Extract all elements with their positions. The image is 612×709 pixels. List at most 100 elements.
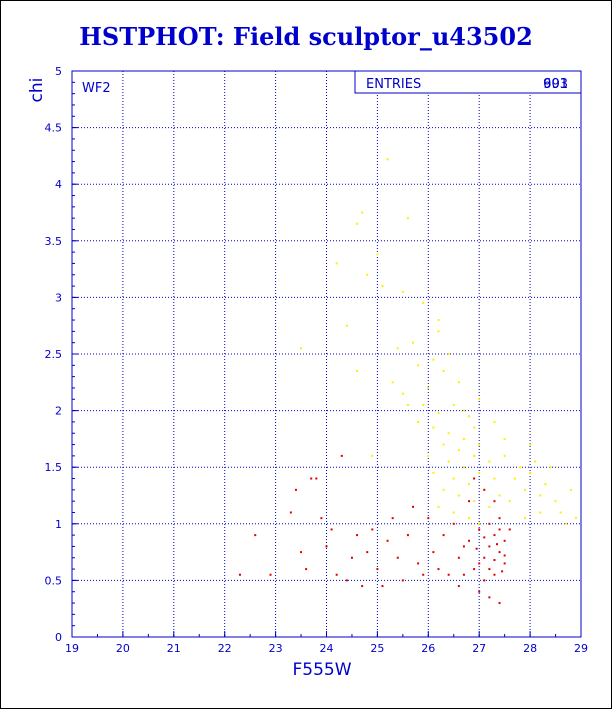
- scatter-point: [437, 319, 440, 322]
- scatter-point: [361, 211, 364, 214]
- scatter-point: [503, 554, 506, 557]
- scatter-point: [391, 381, 394, 384]
- scatter-point: [437, 505, 440, 508]
- scatter-point: [452, 477, 455, 480]
- x-tick-label: 19: [65, 642, 79, 655]
- scatter-point: [427, 517, 430, 520]
- scatter-point: [539, 511, 542, 514]
- chart-title: HSTPHOT: Field sculptor_u43502: [79, 22, 533, 51]
- scatter-point: [498, 551, 501, 554]
- x-tick-label: 22: [218, 642, 232, 655]
- scatter-point: [493, 573, 496, 576]
- scatter-point: [462, 409, 465, 412]
- scatter-point: [524, 517, 527, 520]
- x-tick-label: 28: [523, 642, 537, 655]
- scatter-point: [325, 545, 328, 548]
- scatter-point: [462, 545, 465, 548]
- scatter-point: [406, 534, 409, 537]
- scatter-point: [437, 568, 440, 571]
- scatter-point: [498, 494, 501, 497]
- scatter-point: [513, 477, 516, 480]
- scatter-point: [457, 585, 460, 588]
- scatter-point: [478, 443, 481, 446]
- y-tick-label: 3: [55, 291, 62, 304]
- scatter-point: [335, 262, 338, 265]
- scatter-point: [289, 511, 292, 514]
- scatter-point: [330, 528, 333, 531]
- stats-box: [354, 70, 582, 94]
- scatter-point: [462, 466, 465, 469]
- scatter-point: [457, 449, 460, 452]
- grid-lines: [71, 70, 582, 638]
- scatter-point: [427, 454, 430, 457]
- scatter-point: [366, 551, 369, 554]
- x-tick-label: 20: [116, 642, 130, 655]
- scatter-point: [401, 579, 404, 582]
- scatter-point: [529, 471, 532, 474]
- y-tick-label: 2.5: [45, 348, 63, 361]
- scatter-point: [473, 454, 476, 457]
- scatter-point: [475, 547, 478, 550]
- x-axis-label: F555W: [292, 660, 351, 680]
- scatter-point: [483, 579, 486, 582]
- scatter-point: [381, 585, 384, 588]
- scatter-point: [386, 539, 389, 542]
- scatter-point: [350, 556, 353, 559]
- scatter-point: [437, 411, 440, 414]
- x-tick-label: 29: [574, 642, 588, 655]
- scatter-point: [503, 437, 506, 440]
- scatter-point: [432, 471, 435, 474]
- y-tick-labels: 0 0.5 1 1.5 2 2.5 3 3.5 4 4.5 5: [45, 65, 63, 644]
- scatter-point: [478, 562, 481, 565]
- scatter-point: [356, 534, 359, 537]
- scatter-point: [518, 466, 521, 469]
- scatter-point: [478, 522, 481, 525]
- scatter-point: [483, 536, 486, 539]
- scatter-point: [559, 511, 562, 514]
- scatter-point: [401, 392, 404, 395]
- scatter-point: [345, 579, 348, 582]
- scatter-point: [508, 528, 511, 531]
- scatter-point: [529, 443, 532, 446]
- scatter-point: [498, 528, 501, 531]
- scatter-point: [422, 302, 425, 305]
- scatter-point: [294, 488, 297, 491]
- scatter-point: [310, 477, 313, 480]
- scatter-point: [478, 590, 481, 593]
- scatter-point: [498, 602, 501, 605]
- scatter-point: [549, 466, 552, 469]
- scatter-point: [320, 517, 323, 520]
- scatter-point: [396, 347, 399, 350]
- scatter-point: [493, 420, 496, 423]
- scatter-point: [462, 573, 465, 576]
- scatter-point: [503, 539, 506, 542]
- scatter-point: [488, 522, 491, 525]
- scatter-point: [386, 158, 389, 161]
- scatter-point: [534, 460, 537, 463]
- stats-entries-value: 993: [543, 77, 568, 92]
- x-tick-label: 21: [167, 642, 181, 655]
- scatter-point: [335, 573, 338, 576]
- scatter-point: [493, 477, 496, 480]
- scatter-point: [493, 500, 496, 503]
- scatter-point: [539, 494, 542, 497]
- scatter-point: [503, 454, 506, 457]
- scatter-point: [442, 534, 445, 537]
- scatter-point: [422, 573, 425, 576]
- scatter-point: [269, 573, 272, 576]
- scatter-point: [498, 517, 501, 520]
- scatter-point: [300, 347, 303, 350]
- scatter-point: [488, 596, 491, 599]
- scatter-point: [412, 341, 415, 344]
- scatter-point: [437, 330, 440, 333]
- y-tick-label: 1.5: [45, 461, 63, 474]
- scatter-point: [356, 222, 359, 225]
- scatter-point: [468, 517, 471, 520]
- scatter-point: [417, 420, 420, 423]
- x-tick-label: 25: [370, 642, 384, 655]
- scatter-point: [488, 505, 491, 508]
- scatter-point: [574, 517, 577, 520]
- scatter-point: [396, 556, 399, 559]
- scatter-point: [432, 551, 435, 554]
- scatter-point: [417, 562, 420, 565]
